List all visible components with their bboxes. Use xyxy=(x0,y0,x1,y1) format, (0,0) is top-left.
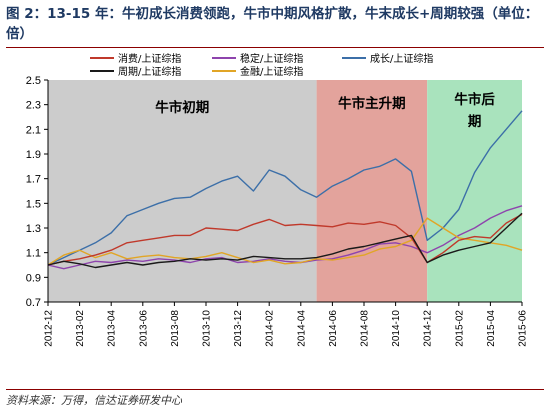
y-tick-label-9: 2.3 xyxy=(26,100,41,112)
y-tick-label-1: 0.7 xyxy=(26,297,41,309)
x-tick-label-16: 2015-06 xyxy=(518,310,529,347)
axes: 0.7 0.9 1.1 1.3 1.5 1.7 1.9 2.1 2.3 2.5 2012-12 201… xyxy=(26,75,529,347)
source-note: 资料来源：万得，信达证券研发中心 xyxy=(6,394,182,407)
x-tick-label-8: 2014-02 xyxy=(265,310,276,347)
phase-band-2 xyxy=(316,80,428,302)
y-tick-label-10: 2.5 xyxy=(26,75,41,87)
title-divider xyxy=(6,47,544,48)
y-tick-label-6: 1.7 xyxy=(26,174,41,186)
legend-label-4: 金融/上证综指 xyxy=(240,65,303,78)
legend-label-3: 稳定/上证综指 xyxy=(240,52,303,65)
x-tick-label-9: 2014-04 xyxy=(296,310,307,347)
phase-label-1: 牛市初期 xyxy=(155,99,209,116)
x-tick-label-2: 2013-02 xyxy=(75,310,86,347)
series-line-3 xyxy=(47,205,523,270)
phase-label-3: 牛市后期 xyxy=(454,91,495,130)
phase-label-2: 牛市主升期 xyxy=(338,95,406,112)
x-tick-label-15: 2015-04 xyxy=(486,310,497,347)
figure-title: 图 2：13-15 年：牛初成长消费领跑，牛市中期风格扩散，牛末成长+周期较强（… xyxy=(6,4,546,44)
y-tick-label-5: 1.5 xyxy=(26,198,41,210)
x-tick-label-13: 2014-12 xyxy=(423,310,434,347)
x-tick-label-5: 2013-08 xyxy=(170,310,181,347)
phase-band-1 xyxy=(48,80,317,302)
y-tick-label-8: 2.1 xyxy=(26,124,41,136)
title-text: 年：牛初成长消费领跑，牛市中期风格扩散，牛末成长+周期较强（单位：倍） xyxy=(6,6,539,42)
series-line-4 xyxy=(47,217,523,266)
x-tick-label-10: 2014-06 xyxy=(328,310,339,347)
y-tick-label-3: 1.1 xyxy=(26,248,41,260)
series-lines xyxy=(47,110,523,270)
x-tick-label-1: 2012-12 xyxy=(44,310,55,347)
x-tick-label-6: 2013-10 xyxy=(202,310,213,347)
phase-band-3 xyxy=(427,80,522,302)
phase-backgrounds xyxy=(48,80,522,302)
x-tick-label-3: 2013-04 xyxy=(107,310,118,347)
series-line-2 xyxy=(47,212,523,269)
y-tick-label-2: 0.9 xyxy=(26,272,41,284)
x-tick-label-12: 2014-10 xyxy=(391,310,402,347)
legend-label-2: 周期/上证综指 xyxy=(118,65,181,78)
legend-label-5: 成长/上证综指 xyxy=(370,52,433,65)
y-tick-label-4: 1.3 xyxy=(26,223,41,235)
x-tick-label-11: 2014-08 xyxy=(360,310,371,347)
y-tick-label-7: 1.9 xyxy=(26,149,41,161)
series-line-1 xyxy=(47,213,523,266)
legend-label-1: 消费/上证综指 xyxy=(118,52,181,65)
title-year-range: 13-15 xyxy=(47,6,91,22)
x-tick-label-4: 2013-06 xyxy=(138,310,149,347)
x-tick-label-14: 2015-02 xyxy=(454,310,465,347)
phase-labels: 牛市初期 牛市主升期 牛市后期 xyxy=(155,91,495,130)
x-tick-label-7: 2013-12 xyxy=(233,310,244,347)
source-divider xyxy=(6,389,544,390)
figure-label: 图 2： xyxy=(6,6,48,22)
